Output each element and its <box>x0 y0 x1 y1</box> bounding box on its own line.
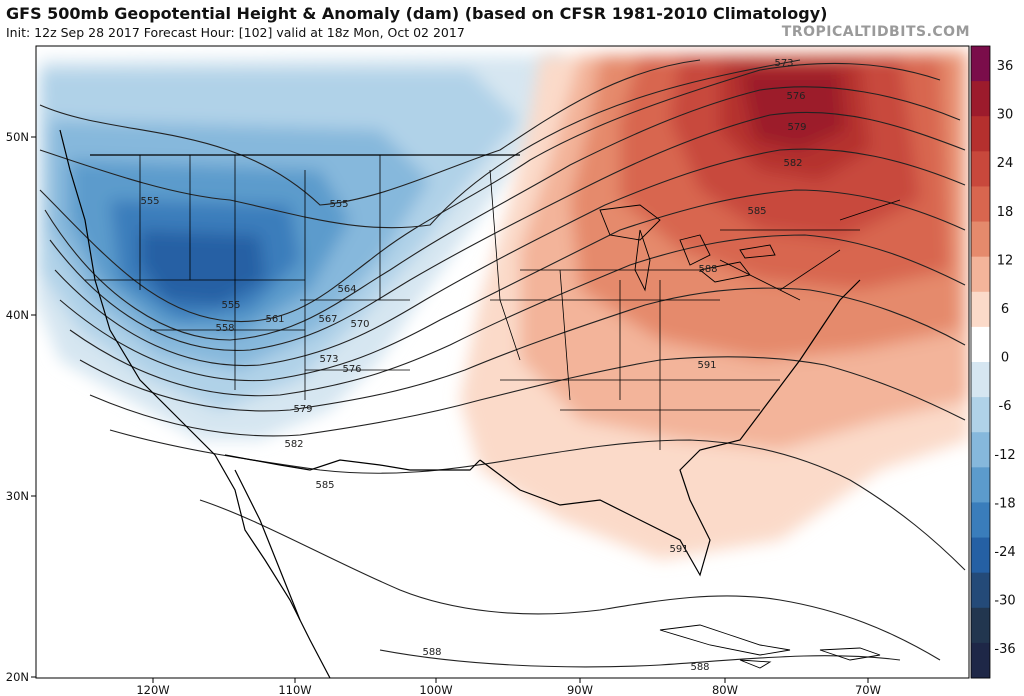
contour-label: 591 <box>697 360 716 371</box>
colorbar-segment <box>971 186 990 223</box>
colorbar-tick-label: 12 <box>997 253 1014 268</box>
colorbar-tick-label: 6 <box>1001 302 1009 317</box>
lon-tick-label: 100W <box>419 683 452 696</box>
contour-line <box>379 649 901 668</box>
contour-label: 561 <box>265 314 284 325</box>
contour-line <box>89 356 966 437</box>
latitude-axis: 50N 40N 30N 20N <box>6 130 36 684</box>
contour-label: 564 <box>337 284 356 295</box>
west-coastline <box>59 129 331 678</box>
contour-line <box>39 59 701 206</box>
contour-labels: 573 576 579 582 585 588 591 591 588 588 585 582 579 5… <box>140 58 806 673</box>
lon-tick-label: 80W <box>712 683 738 696</box>
baja-peninsula <box>234 469 301 621</box>
map-plot-area: 573 576 579 582 585 588 591 591 588 588 585 582 579 5… <box>36 46 969 678</box>
contour-line <box>49 111 966 352</box>
geographic-borders <box>59 129 861 678</box>
contour-label: 555 <box>221 300 240 311</box>
contour-line <box>54 148 966 367</box>
contour-line <box>44 86 961 341</box>
colorbar-tick-label: -18 <box>994 496 1015 511</box>
colorbar-segment <box>971 221 990 258</box>
contour-label: 582 <box>284 439 303 450</box>
us-mexico-border <box>224 454 481 471</box>
lat-tick-label: 40N <box>6 308 29 322</box>
colorbar-tick-label: 18 <box>997 205 1014 220</box>
contour-label: 567 <box>318 314 337 325</box>
colorbar-tick-label: 0 <box>1001 351 1009 366</box>
contour-line <box>39 59 801 229</box>
colorbar-segment <box>971 151 990 187</box>
lat-tick-label: 20N <box>6 670 29 684</box>
colorbar-tick-label: 36 <box>997 59 1014 74</box>
colorbar-segment <box>971 607 990 644</box>
lon-tick-label: 120W <box>136 683 169 696</box>
contour-label: 579 <box>787 122 806 133</box>
height-contours <box>39 59 966 668</box>
contour-label: 585 <box>747 206 766 217</box>
colorbar-tick-label: -36 <box>994 642 1015 657</box>
map-title: GFS 500mb Geopotential Height & Anomaly … <box>6 4 828 23</box>
colorbar-segment <box>971 572 990 609</box>
contour-label: 555 <box>140 196 159 207</box>
lon-tick-label: 70W <box>855 683 881 696</box>
contour-label: 579 <box>293 404 312 415</box>
contour-line <box>79 287 966 412</box>
contour-line <box>199 499 941 661</box>
contour-label: 585 <box>315 480 334 491</box>
site-watermark: TROPICALTIDBITS.COM <box>781 24 970 40</box>
contour-label: 588 <box>690 662 709 673</box>
colorbar-segment <box>971 326 990 363</box>
state-borders <box>85 155 901 450</box>
colorbar-tick-label: 24 <box>997 156 1014 171</box>
lat-tick-label: 30N <box>6 489 29 503</box>
colorbar-tick-label: -6 <box>999 399 1012 414</box>
lat-tick-label: 50N <box>6 130 29 144</box>
positive-anomaly-shading <box>460 50 969 560</box>
colorbar-segment <box>971 116 990 152</box>
contour-label: 576 <box>786 91 805 102</box>
colorbar-segment <box>971 537 990 574</box>
map-subtitle: Init: 12z Sep 28 2017 Forecast Hour: [10… <box>6 25 465 40</box>
longitude-axis: 120W 110W 100W 90W 80W 70W <box>136 678 881 696</box>
contour-label: 576 <box>342 364 361 375</box>
colorbar-segment <box>971 397 990 433</box>
contour-line <box>39 62 941 322</box>
lon-tick-label: 90W <box>567 683 593 696</box>
gulf-coastline <box>479 279 861 577</box>
colorbar-segment <box>971 432 990 468</box>
colorbar-tick-label: -12 <box>994 448 1015 463</box>
contour-line <box>69 234 966 397</box>
colorbar-segment <box>971 46 990 82</box>
colorbar-frame <box>970 45 991 679</box>
anomaly-colorbar: 36 30 24 18 12 6 0 -6 -12 -18 -24 -30 -36 <box>970 45 1016 679</box>
contour-label: 591 <box>669 544 688 555</box>
contour-label: 555 <box>329 199 348 210</box>
colorbar-segment <box>971 81 990 117</box>
contour-label: 582 <box>783 158 802 169</box>
colorbar-tick-label: 30 <box>997 108 1014 123</box>
contour-line <box>59 189 966 382</box>
contour-label: 573 <box>774 58 793 69</box>
contour-label: 573 <box>319 354 338 365</box>
colorbar-tick-label: -30 <box>994 594 1015 609</box>
colorbar-segment <box>971 467 990 503</box>
map-frame <box>35 45 970 679</box>
contour-label: 588 <box>422 647 441 658</box>
colorbar-segment <box>971 291 990 328</box>
colorbar-segment <box>971 502 990 539</box>
islands <box>659 624 881 669</box>
lon-tick-label: 110W <box>278 683 311 696</box>
contour-label: 588 <box>698 264 717 275</box>
colorbar-segment <box>971 256 990 293</box>
contour-label: 558 <box>215 323 234 334</box>
contour-label: 570 <box>350 319 369 330</box>
colorbar-tick-label: -24 <box>994 545 1015 560</box>
contour-line <box>109 429 966 571</box>
colorbar-segment <box>971 642 990 679</box>
lake-outlines <box>599 204 776 292</box>
colorbar-segment <box>971 362 990 398</box>
